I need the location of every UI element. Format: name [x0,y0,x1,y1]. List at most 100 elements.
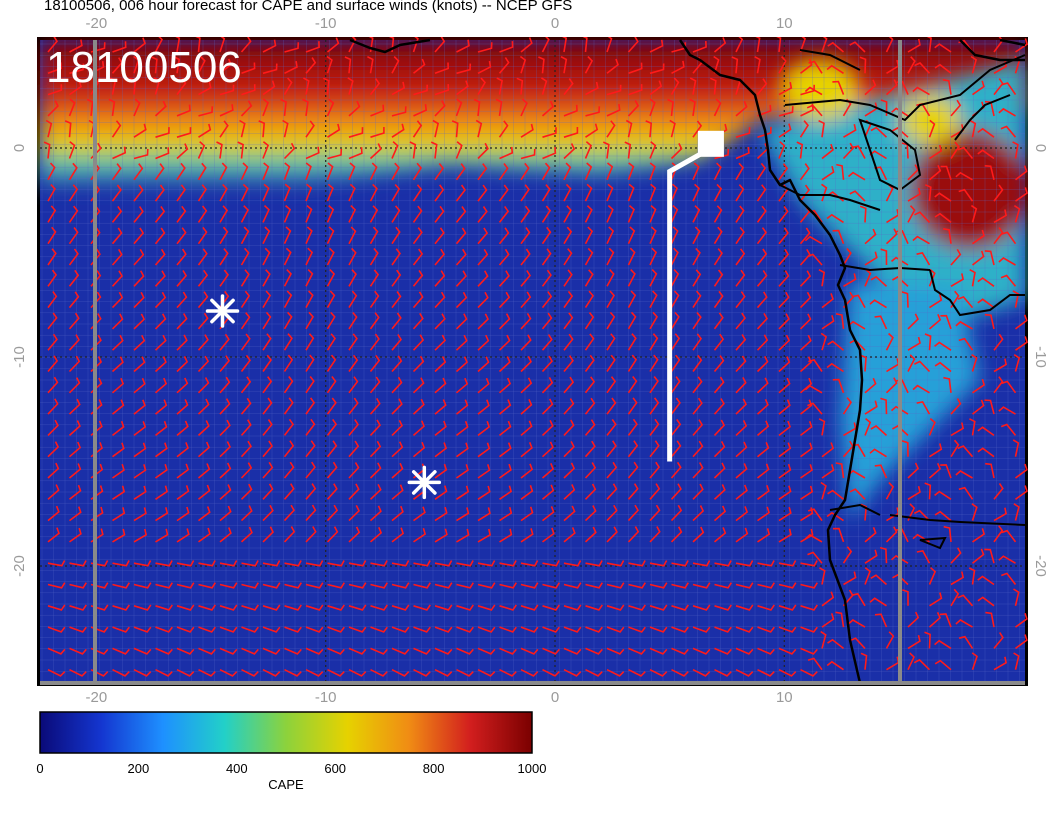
wind-barb [197,463,211,479]
wind-barb [955,171,973,181]
wind-barb [584,419,596,436]
asterisk-marker-icon [407,465,442,500]
wind-barb [369,247,379,266]
wind-barb [219,226,229,245]
wind-barb [869,299,887,309]
wind-barb [756,398,769,415]
wind-barb [818,418,826,436]
wind-barb [434,62,450,75]
wind-barb [47,376,59,394]
wind-barb [197,56,206,74]
wind-barb [584,376,596,394]
wind-barb [154,100,167,117]
wind-barb [434,604,453,611]
wind-barb [348,647,367,655]
wind-barb [860,354,867,372]
wind-barb [434,334,446,351]
wind-barb [262,419,273,436]
wind-barb [914,211,931,223]
wind-barb [68,227,79,245]
wind-barb [821,293,834,309]
wind-barb [928,313,942,330]
wind-barb [68,291,80,309]
wind-barb [326,290,336,308]
wind-barb [584,440,596,458]
wind-barb [901,440,909,457]
wind-barb [412,398,425,415]
wind-barb [671,582,689,589]
wind-barb [907,503,916,521]
wind-barb [283,269,292,287]
wind-barb [370,582,388,589]
wind-barb [928,462,942,479]
wind-barb [692,290,702,309]
wind-barb [262,39,277,53]
wind-barb [412,312,424,330]
wind-barb [541,184,551,202]
wind-barb [326,354,337,372]
wind-barb [258,120,266,138]
wind-barb [109,77,117,95]
wind-barb [369,78,381,96]
wind-barb [327,123,341,138]
wind-barb [907,313,919,330]
wind-barb [391,398,403,415]
wind-barb [305,247,314,266]
left-lat-tick-label: -20 [11,555,28,577]
wind-barb [370,647,388,655]
wind-barb [1012,439,1020,457]
wind-barb [391,604,410,611]
wind-barb [262,141,270,159]
wind-barb [820,481,827,500]
wind-barb [520,98,528,117]
wind-barb [584,333,595,351]
wind-barb [799,313,812,330]
wind-barb [977,447,995,458]
wind-barb [606,397,617,415]
wind-barb [133,356,146,373]
wind-barb [455,334,468,351]
wind-barb [735,626,754,633]
wind-barb [477,60,492,75]
wind-barb [47,248,57,266]
wind-barb [756,78,768,96]
wind-barb [112,668,130,677]
top-lon-tick-label: -20 [86,15,108,32]
wind-barb [852,294,866,308]
wind-barb [585,81,599,96]
wind-barb [477,291,489,309]
wind-barb [864,228,877,245]
wind-barb [432,119,440,138]
wind-barb [434,100,446,117]
wind-barb [800,399,813,415]
wind-barb [799,227,811,245]
wind-barb [885,377,898,394]
wind-barb [219,527,232,543]
wind-barb [890,405,909,415]
wind-barb [821,183,828,202]
wind-barb [284,42,300,53]
wind-barb [606,247,615,266]
wind-barb [756,162,767,181]
wind-barb [649,483,661,500]
wind-barb [649,461,660,479]
wind-barb [498,227,510,245]
wind-barb [832,378,845,394]
wind-barb [241,560,259,567]
wind-barb [68,463,82,479]
wind-barb [391,123,405,138]
wind-barb [942,79,952,95]
wind-barb [477,442,491,458]
wind-barb [950,422,965,437]
wind-barb [305,626,324,633]
wind-barb [111,120,122,138]
wind-barb [800,464,813,479]
wind-barb [885,332,894,351]
wind-barb [870,126,888,138]
wind-barb [563,183,572,202]
wind-barb [326,440,338,458]
wind-barb [692,505,705,522]
wind-barb [477,248,489,266]
wind-barb [434,270,446,287]
wind-barb [283,397,294,415]
